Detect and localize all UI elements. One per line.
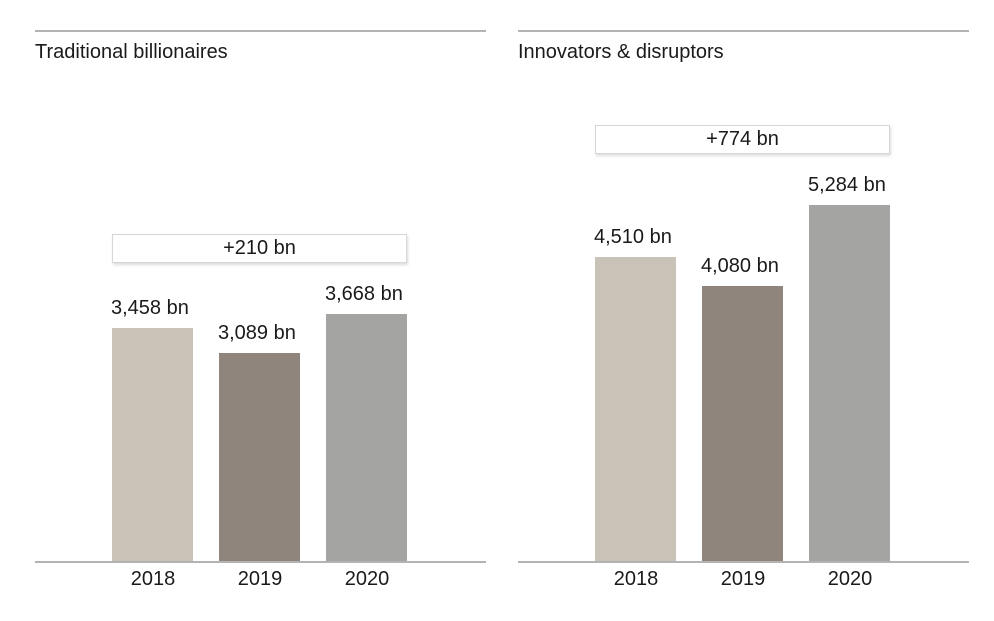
bar-2019	[219, 353, 300, 561]
x-axis-tick-label: 2020	[827, 568, 873, 590]
bar-2020	[809, 205, 890, 561]
bar-2019	[702, 286, 783, 561]
top-rule-line	[35, 30, 486, 32]
x-axis-line	[35, 561, 486, 563]
bar-value-label: 4,510 bn	[594, 226, 672, 248]
bar-value-label: 3,458 bn	[111, 297, 189, 319]
wealth-change-annotation: +774 bn	[595, 125, 890, 154]
chart-panel-traditional-billionaires: Traditional billionaires +210 bn 3,458 b…	[35, 30, 486, 590]
chart-panel-innovators-disruptors: Innovators & disruptors +774 bn 4,510 bn…	[518, 30, 969, 590]
x-axis-line	[518, 561, 969, 563]
bar-2018	[595, 257, 676, 561]
x-axis-tick-label: 2019	[237, 568, 283, 590]
bar-2018	[112, 328, 193, 561]
x-axis-tick-label: 2018	[613, 568, 659, 590]
bar-value-label: 3,089 bn	[218, 322, 296, 344]
chart-title: Traditional billionaires	[35, 41, 228, 63]
wealth-change-annotation: +210 bn	[112, 234, 407, 263]
x-axis-tick-label: 2020	[344, 568, 390, 590]
chart-title: Innovators & disruptors	[518, 41, 724, 63]
bar-value-label: 4,080 bn	[701, 255, 779, 277]
bar-value-label: 5,284 bn	[808, 174, 886, 196]
x-axis-tick-label: 2019	[720, 568, 766, 590]
x-axis-tick-label: 2018	[130, 568, 176, 590]
bar-2020	[326, 314, 407, 561]
bar-value-label: 3,668 bn	[325, 283, 403, 305]
top-rule-line	[518, 30, 969, 32]
